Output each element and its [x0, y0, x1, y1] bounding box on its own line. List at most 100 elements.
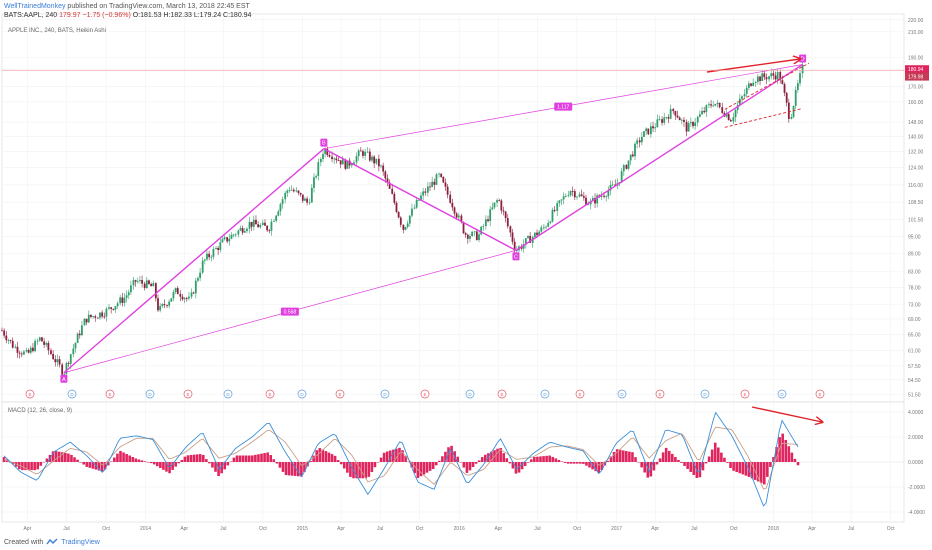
macd-histogram-bar: [533, 457, 536, 462]
dividend-icon[interactable]: [465, 389, 475, 399]
earnings-icon[interactable]: [335, 389, 345, 399]
tradingview-logo-icon: [46, 538, 58, 545]
candle-body: [776, 71, 779, 80]
earnings-icon[interactable]: [25, 389, 35, 399]
macd-histogram-bar: [174, 462, 177, 467]
candle-body: [676, 115, 679, 118]
macd-histogram-bar: [557, 459, 561, 462]
earnings-icon[interactable]: [183, 389, 193, 399]
dividend-icon[interactable]: [67, 389, 77, 399]
candle-body: [643, 131, 645, 137]
candle-body: [206, 253, 208, 260]
candle-body: [533, 232, 536, 238]
earnings-icon[interactable]: [655, 389, 665, 399]
ratio-label: 0.568: [284, 310, 297, 316]
earnings-icon[interactable]: [105, 389, 115, 399]
price-tick-label: 148.00: [908, 120, 924, 126]
macd-histogram-bar: [471, 462, 475, 468]
macd-histogram-bar: [520, 462, 524, 470]
candle-body: [781, 80, 784, 85]
dividend-icon[interactable]: [700, 389, 710, 399]
macd-histogram-bar: [67, 453, 70, 462]
candle-body: [281, 199, 284, 205]
earnings-icon[interactable]: [575, 389, 585, 399]
pattern-point-badge[interactable]: [60, 374, 68, 383]
macd-histogram-bar: [367, 462, 371, 477]
macd-downtrend-arrow[interactable]: [751, 406, 822, 422]
dividend-icon[interactable]: [777, 389, 787, 399]
candle-body: [134, 280, 137, 282]
candle-body: [500, 200, 503, 211]
macd-histogram-bar: [281, 462, 285, 472]
candle-body: [562, 196, 565, 200]
dividend-icon[interactable]: [540, 389, 550, 399]
macd-histogram-bar: [211, 462, 214, 468]
candle-body: [571, 191, 574, 192]
pattern-point-badge[interactable]: [512, 252, 520, 261]
macd-histogram-bar: [612, 451, 616, 462]
candle-body: [743, 93, 746, 97]
dividend-icon[interactable]: [380, 389, 390, 399]
candle-body: [139, 280, 141, 281]
candle-body: [29, 347, 32, 353]
earnings-icon[interactable]: [815, 389, 825, 399]
earnings-icon[interactable]: [265, 389, 275, 399]
earnings-icon[interactable]: [420, 389, 430, 399]
dividend-icon[interactable]: [617, 389, 627, 399]
macd-histogram-bar: [750, 462, 754, 479]
macd-histogram-bar: [621, 450, 625, 462]
pattern-leg-bc[interactable]: [323, 148, 517, 251]
pattern-leg-ab[interactable]: [63, 148, 325, 374]
candle-body: [43, 341, 46, 345]
candle-body: [5, 335, 8, 341]
macd-histogram-bar: [591, 462, 594, 470]
tradingview-brand[interactable]: TradingView: [61, 538, 100, 546]
candle-body: [326, 148, 329, 156]
candle-body: [609, 184, 612, 191]
candle-body: [629, 154, 632, 161]
candle-body: [344, 159, 347, 169]
macd-tick-label: 0.0000: [908, 460, 924, 466]
pattern-point-badge[interactable]: [320, 138, 328, 147]
lower-trend-dashed[interactable]: [724, 108, 803, 128]
candle-body: [355, 156, 358, 163]
main-pane[interactable]: [1, 13, 905, 403]
macd-histogram-bar: [401, 450, 404, 462]
candle-body: [9, 340, 12, 341]
candle-body: [515, 250, 518, 252]
candle-body: [451, 202, 454, 208]
candle-body: [652, 126, 654, 129]
earnings-icon[interactable]: [497, 389, 507, 399]
upper-trend-dashed[interactable]: [724, 62, 810, 110]
candle-body: [90, 314, 92, 317]
macd-histogram-bar: [720, 452, 723, 462]
candle-body: [3, 330, 6, 336]
dividend-icon[interactable]: [145, 389, 155, 399]
candle-body: [484, 219, 487, 226]
author-name[interactable]: WellTrainedMonkey: [4, 3, 66, 10]
candle-body: [176, 288, 179, 295]
candle-body: [388, 182, 391, 189]
candle-body: [614, 184, 617, 186]
candle-body: [148, 280, 150, 285]
ohlc-values: O:181.53 H:182.33 L:179.24 C:180.94: [132, 12, 252, 19]
earnings-icon[interactable]: [740, 389, 750, 399]
event-marker-label: D: [620, 392, 624, 397]
macd-histogram-bar: [198, 454, 202, 462]
candle-body: [634, 143, 636, 157]
macd-tick-label: -4.0000: [908, 510, 925, 516]
candle-body: [284, 192, 287, 200]
price-tick-label: 73.00: [908, 302, 921, 308]
candle-body: [310, 187, 313, 203]
candle-body: [368, 151, 371, 161]
macd-histogram-bar: [30, 462, 33, 471]
candle-body: [150, 284, 153, 287]
candle-body: [582, 196, 585, 198]
candle-body: [585, 197, 587, 205]
dividend-icon[interactable]: [223, 389, 233, 399]
candle-body: [669, 108, 672, 119]
candle-body: [413, 207, 416, 209]
macd-histogram-bar: [637, 462, 640, 463]
pattern-leg-cd[interactable]: [515, 63, 803, 251]
dividend-icon[interactable]: [297, 389, 307, 399]
